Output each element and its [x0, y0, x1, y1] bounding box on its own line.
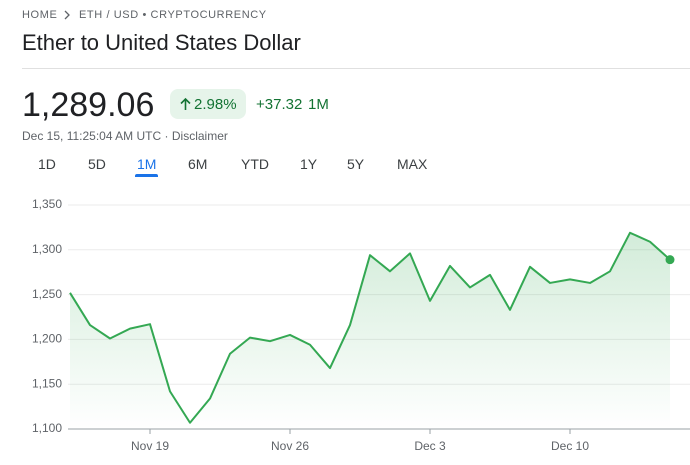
- disclaimer-link[interactable]: Disclaimer: [171, 129, 228, 143]
- x-tick-label: Dec 10: [551, 439, 589, 453]
- chevron-icon: [64, 10, 70, 20]
- range-tab[interactable]: 6M: [188, 156, 208, 172]
- timestamp-line: Dec 15, 11:25:04 AM UTC · Disclaimer: [22, 129, 228, 143]
- range-tab[interactable]: MAX: [397, 156, 428, 172]
- change-percent: 2.98%: [194, 96, 237, 113]
- y-tick-label: 1,100: [32, 421, 62, 435]
- last-point: [665, 255, 675, 265]
- up-arrow-icon: [180, 97, 191, 110]
- y-tick-label: 1,250: [32, 287, 62, 301]
- change-chip: [170, 89, 246, 119]
- page-title: Ether to United States Dollar: [22, 30, 301, 55]
- x-tick-label: Nov 19: [131, 439, 169, 453]
- range-tab[interactable]: 5Y: [347, 156, 365, 172]
- y-tick-label: 1,200: [32, 332, 62, 346]
- price: 1,289.06: [22, 86, 155, 124]
- breadcrumb-current: ETH / USD • CRYPTOCURRENCY: [79, 9, 267, 21]
- range-tab[interactable]: 1M: [137, 156, 157, 172]
- change-period: 1M: [308, 96, 329, 113]
- y-tick-label: 1,150: [32, 376, 62, 390]
- divider: [22, 68, 690, 69]
- change-value: +37.32: [256, 96, 303, 113]
- x-tick-label: Nov 26: [271, 439, 309, 453]
- active-tab-indicator: [135, 174, 158, 177]
- separator: ·: [164, 129, 169, 143]
- x-tick-label: Dec 3: [414, 439, 446, 453]
- price-line: [69, 231, 671, 424]
- area: [70, 232, 670, 429]
- range-tab[interactable]: 5D: [88, 156, 106, 172]
- range-tab[interactable]: 1Y: [300, 156, 318, 172]
- breadcrumb-home[interactable]: HOME: [22, 9, 58, 21]
- chart: 1,100 1,150 1,200 1,250 1,300 1,350 Nov 19 Nov …: [32, 197, 690, 453]
- range-tab[interactable]: 1D: [38, 156, 56, 172]
- timestamp: Dec 15, 11:25:04 AM UTC: [22, 129, 162, 143]
- y-tick-label: 1,300: [32, 242, 62, 256]
- range-tab[interactable]: YTD: [241, 156, 269, 172]
- y-tick-label: 1,350: [32, 197, 62, 211]
